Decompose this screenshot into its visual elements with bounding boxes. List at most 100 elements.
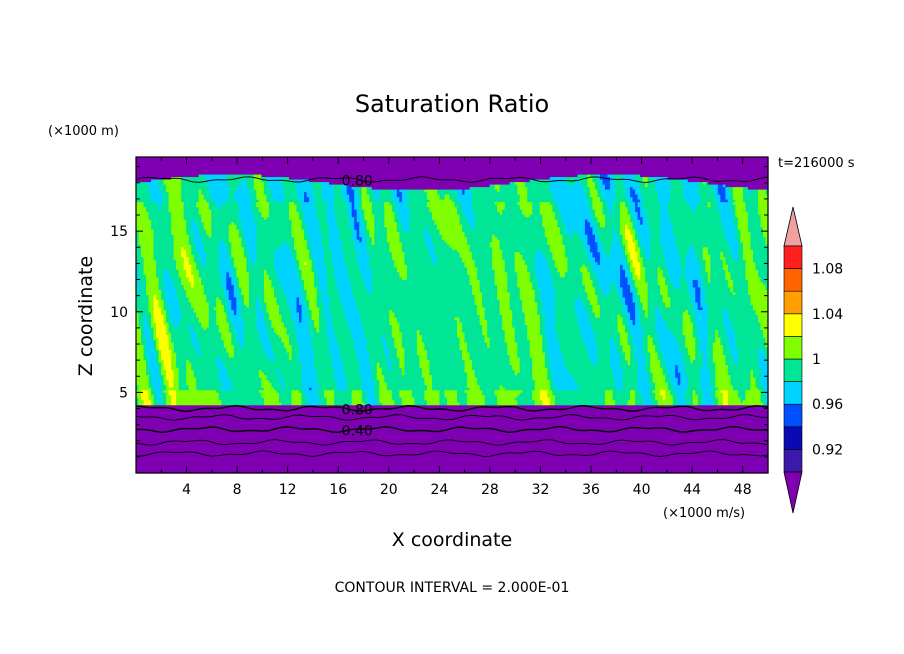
field-cell xyxy=(404,357,420,361)
field-cell xyxy=(680,262,686,266)
field-cell xyxy=(657,279,666,283)
field-cell xyxy=(707,352,714,356)
field-cell xyxy=(151,340,157,344)
field-cell xyxy=(745,202,759,206)
field-cell xyxy=(717,209,734,213)
field-cell xyxy=(263,282,273,286)
field-cell xyxy=(151,380,162,384)
field-cell xyxy=(374,380,380,384)
field-cell xyxy=(469,187,496,191)
field-cell xyxy=(474,219,543,223)
field-cell xyxy=(191,335,197,339)
field-cell xyxy=(233,274,237,278)
field-cell xyxy=(228,322,232,326)
field-cell xyxy=(256,249,275,253)
field-cell xyxy=(682,272,686,276)
field-cell xyxy=(346,380,363,384)
field-cell xyxy=(667,292,691,296)
field-cell xyxy=(136,249,142,253)
field-cell xyxy=(158,372,162,376)
field-cell xyxy=(146,342,155,346)
field-cell xyxy=(136,209,147,213)
field-cell xyxy=(148,357,157,361)
field-cell xyxy=(233,330,245,334)
field-cell xyxy=(361,192,368,196)
field-cell xyxy=(344,375,363,379)
field-cell xyxy=(306,224,320,228)
field-cell xyxy=(640,247,644,251)
field-cell xyxy=(594,222,601,226)
field-cell xyxy=(640,207,646,211)
field-cell xyxy=(426,242,433,246)
field-cell xyxy=(547,377,553,381)
field-cell xyxy=(687,249,696,253)
field-cell xyxy=(173,322,180,326)
field-cell xyxy=(502,252,516,256)
field-cell xyxy=(193,254,200,258)
field-cell xyxy=(354,197,360,201)
field-cell xyxy=(136,365,147,369)
field-cell xyxy=(650,367,664,371)
field-cell xyxy=(735,345,767,349)
field-cell xyxy=(747,192,752,196)
field-cell xyxy=(589,360,599,364)
field-cell xyxy=(369,252,393,256)
field-cell xyxy=(519,294,536,299)
field-cell xyxy=(660,224,674,228)
field-cell xyxy=(552,284,586,289)
field-cell xyxy=(243,342,262,346)
field-cell xyxy=(203,327,207,331)
field-cell xyxy=(223,239,230,243)
field-cell xyxy=(660,284,669,289)
field-cell xyxy=(685,367,701,371)
field-cell xyxy=(562,219,586,223)
field-cell xyxy=(386,345,395,349)
field-cell xyxy=(301,370,318,374)
field-cell xyxy=(231,247,245,251)
field-cell xyxy=(592,217,599,221)
field-cell xyxy=(316,299,323,304)
field-cell xyxy=(642,350,649,354)
field-cell xyxy=(226,302,232,306)
field-cell xyxy=(612,392,631,396)
field-cell xyxy=(218,297,227,301)
field-cell xyxy=(371,209,385,213)
field-cell xyxy=(231,337,237,341)
field-cell xyxy=(176,390,217,394)
field-cell xyxy=(263,272,268,276)
field-cell xyxy=(602,202,609,206)
field-cell xyxy=(707,315,724,319)
field-cell xyxy=(163,380,170,384)
field-cell xyxy=(632,212,639,216)
field-cell xyxy=(462,229,546,233)
field-cell xyxy=(697,279,704,283)
field-cell xyxy=(622,177,636,181)
field-cell xyxy=(645,184,649,188)
field-cell xyxy=(722,395,729,399)
field-cell xyxy=(647,345,656,349)
field-cell xyxy=(404,355,420,359)
field-cell xyxy=(697,395,704,399)
field-cell xyxy=(238,342,245,346)
field-cell xyxy=(517,350,531,354)
field-cell xyxy=(354,340,368,344)
field-cell xyxy=(514,332,528,336)
field-cell xyxy=(464,337,486,341)
field-cell xyxy=(311,332,328,336)
field-cell xyxy=(429,367,466,371)
field-cell xyxy=(692,322,696,326)
field-cell xyxy=(625,229,631,233)
field-cell xyxy=(171,367,180,371)
field-cell xyxy=(597,357,611,361)
field-cell xyxy=(331,360,343,364)
field-cell xyxy=(316,294,323,299)
field-cell xyxy=(261,380,270,384)
field-cell xyxy=(514,335,528,339)
field-cell xyxy=(630,269,636,273)
field-cell xyxy=(356,214,363,218)
field-cell xyxy=(248,294,265,299)
field-cell xyxy=(622,380,639,384)
field-cell xyxy=(737,362,759,366)
field-cell xyxy=(271,192,285,196)
field-cell xyxy=(208,184,230,188)
